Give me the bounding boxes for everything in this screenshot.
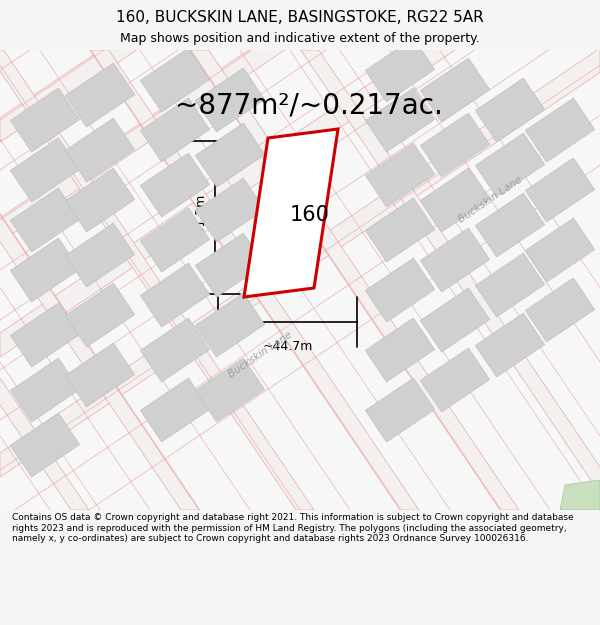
Polygon shape (65, 283, 134, 347)
Polygon shape (421, 58, 490, 122)
Polygon shape (91, 50, 419, 510)
Polygon shape (65, 168, 134, 232)
Polygon shape (140, 378, 209, 442)
Polygon shape (196, 233, 265, 297)
Polygon shape (191, 50, 519, 510)
Polygon shape (0, 0, 600, 142)
Polygon shape (10, 188, 80, 252)
Polygon shape (365, 88, 434, 152)
Polygon shape (475, 78, 545, 142)
Polygon shape (421, 228, 490, 292)
Polygon shape (196, 123, 265, 187)
Polygon shape (244, 129, 338, 297)
Text: 160, BUCKSKIN LANE, BASINGSTOKE, RG22 5AR: 160, BUCKSKIN LANE, BASINGSTOKE, RG22 5A… (116, 10, 484, 25)
Polygon shape (140, 318, 209, 382)
Polygon shape (196, 68, 265, 132)
Polygon shape (421, 348, 490, 412)
Polygon shape (0, 50, 199, 510)
Polygon shape (475, 313, 545, 377)
Text: Map shows position and indicative extent of the property.: Map shows position and indicative extent… (120, 32, 480, 45)
Polygon shape (140, 208, 209, 272)
Polygon shape (0, 0, 600, 242)
Polygon shape (365, 198, 434, 262)
Text: 160: 160 (290, 205, 330, 225)
Polygon shape (301, 50, 600, 510)
Polygon shape (365, 258, 434, 322)
Polygon shape (10, 413, 80, 477)
Polygon shape (526, 98, 595, 162)
Polygon shape (140, 48, 209, 112)
Polygon shape (0, 50, 89, 510)
Polygon shape (421, 113, 490, 177)
Polygon shape (65, 118, 134, 182)
Polygon shape (140, 153, 209, 217)
Polygon shape (475, 133, 545, 197)
Text: ~44.7m: ~44.7m (262, 340, 313, 353)
Polygon shape (10, 238, 80, 302)
Polygon shape (65, 63, 134, 127)
Polygon shape (10, 88, 80, 152)
Polygon shape (475, 193, 545, 257)
Polygon shape (196, 178, 265, 242)
Polygon shape (10, 138, 80, 202)
Polygon shape (365, 318, 434, 382)
Polygon shape (10, 358, 80, 422)
Text: Buckskin Lane: Buckskin Lane (226, 330, 294, 380)
Polygon shape (475, 253, 545, 317)
Polygon shape (0, 48, 600, 477)
Polygon shape (65, 343, 134, 407)
Polygon shape (421, 288, 490, 352)
Polygon shape (140, 98, 209, 162)
Polygon shape (365, 38, 434, 102)
Polygon shape (526, 218, 595, 282)
Polygon shape (0, 50, 314, 510)
Text: Contains OS data © Crown copyright and database right 2021. This information is : Contains OS data © Crown copyright and d… (12, 514, 574, 543)
Polygon shape (140, 263, 209, 327)
Polygon shape (526, 158, 595, 222)
Polygon shape (196, 358, 265, 422)
Polygon shape (421, 168, 490, 232)
Text: ~61.2m: ~61.2m (194, 192, 207, 242)
Text: ~877m²/~0.217ac.: ~877m²/~0.217ac. (175, 91, 443, 119)
Polygon shape (196, 293, 265, 357)
Polygon shape (560, 480, 600, 510)
Polygon shape (365, 378, 434, 442)
Text: Buckskin Lane: Buckskin Lane (456, 175, 524, 225)
Polygon shape (0, 50, 600, 510)
Polygon shape (10, 303, 80, 367)
Polygon shape (0, 0, 600, 357)
Polygon shape (365, 143, 434, 207)
Polygon shape (65, 223, 134, 287)
Polygon shape (526, 278, 595, 342)
